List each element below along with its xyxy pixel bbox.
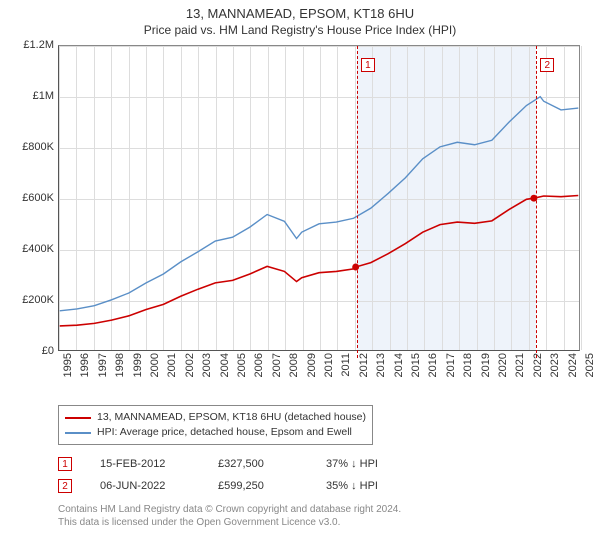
chart-subtitle: Price paid vs. HM Land Registry's House … [0,21,600,41]
marker-line [357,46,358,358]
marker-badge: 1 [361,58,375,72]
x-tick-label: 2024 [567,353,579,393]
transaction-date: 06-JUN-2022 [100,480,190,492]
x-tick-label: 2014 [393,353,405,393]
series-subject [60,196,579,326]
transaction-price: £599,250 [218,480,298,492]
x-tick-label: 2025 [584,353,596,393]
x-tick-label: 2022 [532,353,544,393]
x-tick-label: 2023 [549,353,561,393]
marker-dot [352,264,359,271]
y-tick-label: £0 [10,345,54,357]
x-tick-label: 2002 [184,353,196,393]
marker-line [536,46,537,358]
x-tick-label: 2021 [514,353,526,393]
y-tick-label: £400K [10,243,54,255]
chart-title: 13, MANNAMEAD, EPSOM, KT18 6HU [0,0,600,21]
line-series [59,46,579,350]
legend-label: 13, MANNAMEAD, EPSOM, KT18 6HU (detached… [97,410,366,425]
plot-region: 12 [58,45,580,351]
transaction-delta: 35% ↓ HPI [326,480,378,492]
x-tick-label: 1997 [97,353,109,393]
legend-label: HPI: Average price, detached house, Epso… [97,425,352,440]
x-tick-label: 2004 [219,353,231,393]
legend-swatch [65,417,91,419]
x-tick-label: 1995 [62,353,74,393]
series-hpi [60,97,579,311]
y-tick-label: £800K [10,141,54,153]
legend-swatch [65,432,91,434]
chart-area: £0£200K£400K£600K£800K£1M£1.2M 12 199519… [10,41,590,401]
y-tick-label: £1M [10,90,54,102]
legend-item-hpi: HPI: Average price, detached house, Epso… [65,425,366,440]
x-tick-label: 2001 [166,353,178,393]
x-tick-label: 2009 [306,353,318,393]
x-tick-label: 1998 [114,353,126,393]
x-tick-label: 1996 [79,353,91,393]
x-tick-label: 2008 [288,353,300,393]
transaction-badge: 2 [58,479,72,493]
transaction-date: 15-FEB-2012 [100,458,190,470]
x-tick-label: 2003 [201,353,213,393]
y-tick-label: £600K [10,192,54,204]
y-tick-label: £1.2M [10,39,54,51]
x-tick-label: 2007 [271,353,283,393]
marker-badge: 2 [540,58,554,72]
x-tick-label: 2012 [358,353,370,393]
x-tick-label: 2006 [253,353,265,393]
x-tick-label: 2020 [497,353,509,393]
footer-line: This data is licensed under the Open Gov… [58,516,600,529]
transaction-price: £327,500 [218,458,298,470]
y-tick-label: £200K [10,294,54,306]
legend: 13, MANNAMEAD, EPSOM, KT18 6HU (detached… [58,405,373,445]
table-row: 1 15-FEB-2012 £327,500 37% ↓ HPI [58,453,600,475]
transaction-badge: 1 [58,457,72,471]
x-tick-label: 2015 [410,353,422,393]
x-tick-label: 2005 [236,353,248,393]
x-tick-label: 2013 [375,353,387,393]
transaction-delta: 37% ↓ HPI [326,458,378,470]
x-tick-label: 2011 [340,353,352,393]
transactions-table: 1 15-FEB-2012 £327,500 37% ↓ HPI 2 06-JU… [58,453,600,497]
x-tick-label: 2000 [149,353,161,393]
x-tick-label: 2018 [462,353,474,393]
x-tick-label: 2019 [480,353,492,393]
legend-item-subject: 13, MANNAMEAD, EPSOM, KT18 6HU (detached… [65,410,366,425]
footer-attribution: Contains HM Land Registry data © Crown c… [58,503,600,529]
footer-line: Contains HM Land Registry data © Crown c… [58,503,600,516]
x-tick-label: 1999 [132,353,144,393]
table-row: 2 06-JUN-2022 £599,250 35% ↓ HPI [58,475,600,497]
x-tick-label: 2010 [323,353,335,393]
x-tick-label: 2017 [445,353,457,393]
x-tick-label: 2016 [427,353,439,393]
